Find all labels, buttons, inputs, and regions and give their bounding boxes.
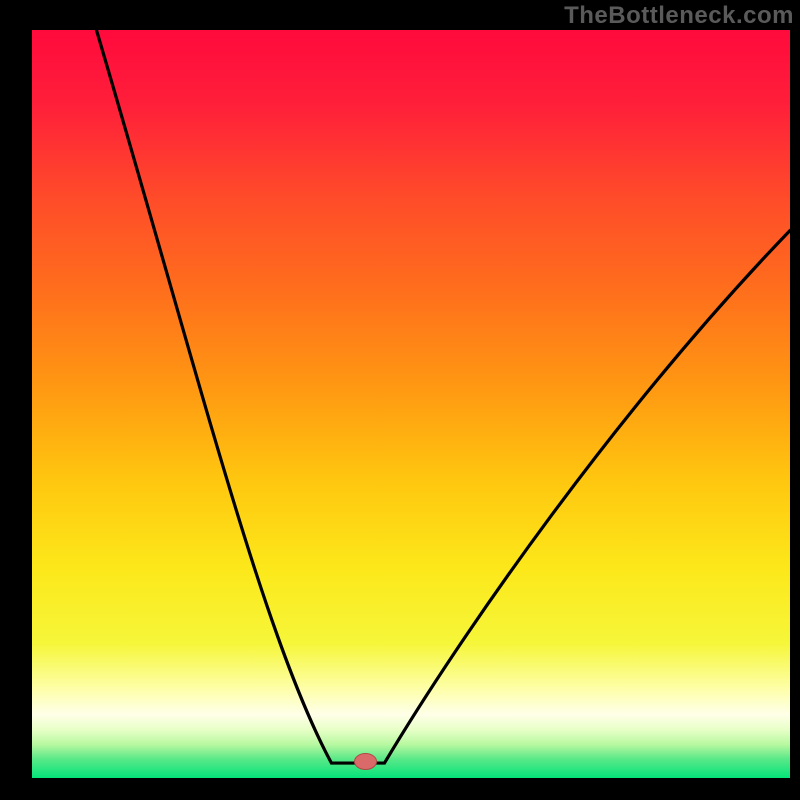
optimal-point-marker xyxy=(355,754,377,770)
chart-container: TheBottleneck.com xyxy=(0,0,800,800)
gradient-background xyxy=(32,30,790,778)
bottleneck-chart xyxy=(0,0,800,800)
